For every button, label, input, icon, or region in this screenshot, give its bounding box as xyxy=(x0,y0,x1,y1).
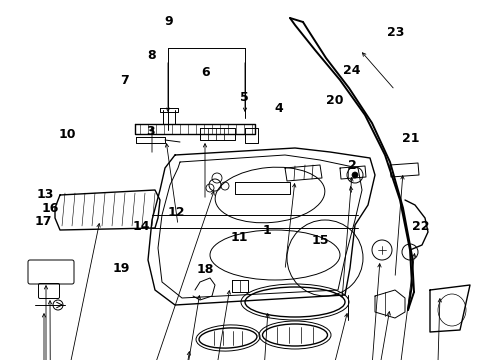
Text: 21: 21 xyxy=(401,132,419,145)
Text: 2: 2 xyxy=(347,159,356,172)
Text: 22: 22 xyxy=(411,220,428,233)
Text: 5: 5 xyxy=(240,91,248,104)
Text: 8: 8 xyxy=(147,49,156,62)
Text: 23: 23 xyxy=(386,26,404,39)
Text: 19: 19 xyxy=(112,262,130,275)
Circle shape xyxy=(351,172,357,178)
Text: 24: 24 xyxy=(343,64,360,77)
Text: 11: 11 xyxy=(230,231,248,244)
Text: 6: 6 xyxy=(201,66,209,78)
Text: 3: 3 xyxy=(146,125,155,138)
Text: 1: 1 xyxy=(262,224,270,237)
Text: 9: 9 xyxy=(164,15,173,28)
Text: 7: 7 xyxy=(120,75,129,87)
Text: 13: 13 xyxy=(36,188,54,201)
Text: 17: 17 xyxy=(34,215,52,228)
Text: 16: 16 xyxy=(41,202,59,215)
Text: 15: 15 xyxy=(311,234,328,247)
Text: 10: 10 xyxy=(59,129,76,141)
Text: 14: 14 xyxy=(133,220,150,233)
Text: 4: 4 xyxy=(274,102,283,114)
Text: 12: 12 xyxy=(167,206,184,219)
Text: 20: 20 xyxy=(325,94,343,107)
Text: 18: 18 xyxy=(196,263,214,276)
